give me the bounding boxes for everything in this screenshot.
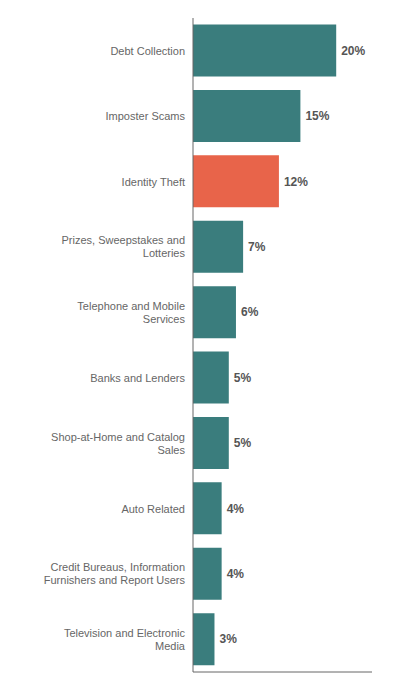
svg-text:15%: 15% [305,109,329,123]
svg-text:20%: 20% [341,44,365,58]
svg-text:Imposter Scams: Imposter Scams [106,110,186,122]
svg-text:Television and ElectronicMedia: Television and ElectronicMedia [64,627,186,652]
svg-text:Credit Bureaus, InformationFur: Credit Bureaus, InformationFurnishers an… [44,561,186,586]
svg-text:Shop-at-Home and CatalogSales: Shop-at-Home and CatalogSales [51,431,185,456]
svg-text:Identity Theft: Identity Theft [122,176,185,188]
svg-text:7%: 7% [248,240,266,254]
svg-text:Telephone and MobileServices: Telephone and MobileServices [77,300,185,325]
svg-text:12%: 12% [284,175,308,189]
svg-text:5%: 5% [234,371,252,385]
svg-text:5%: 5% [234,436,252,450]
svg-text:6%: 6% [241,305,259,319]
svg-text:Auto Related: Auto Related [121,503,185,515]
svg-text:4%: 4% [227,567,245,581]
svg-text:Prizes, Sweepstakes andLotteri: Prizes, Sweepstakes andLotteries [61,234,185,259]
svg-text:4%: 4% [227,502,245,516]
svg-text:Banks and Lenders: Banks and Lenders [90,372,185,384]
svg-text:Debt Collection: Debt Collection [110,45,185,57]
svg-text:3%: 3% [219,632,237,646]
